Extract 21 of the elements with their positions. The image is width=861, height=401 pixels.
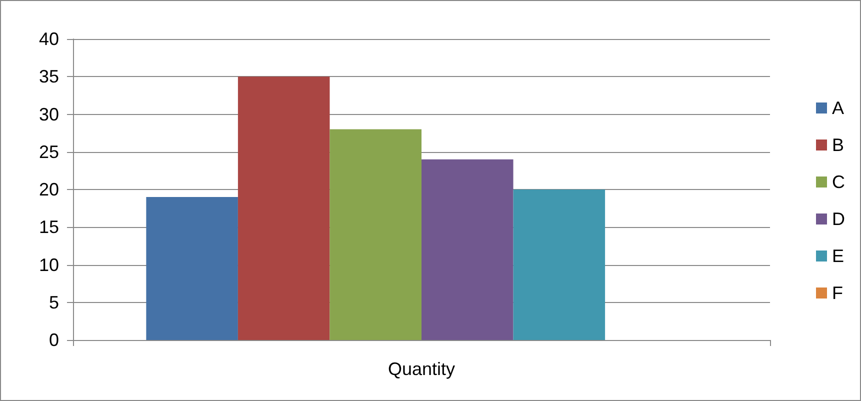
y-tick-label: 0 [48, 330, 59, 350]
bar [513, 190, 606, 340]
bar [330, 129, 422, 340]
bar [422, 159, 514, 340]
y-tick-label: 40 [38, 29, 59, 49]
legend-label: A [832, 98, 844, 118]
legend-label: F [832, 283, 843, 303]
y-tick-label: 10 [38, 254, 59, 275]
bar [146, 197, 238, 340]
y-tick-label: 30 [38, 104, 59, 124]
legend-label: E [832, 246, 844, 266]
y-tick-label: 20 [38, 180, 59, 200]
y-tick-label: 25 [38, 142, 59, 162]
legend-label: C [832, 172, 845, 192]
x-tick-label: Quantity [388, 359, 456, 379]
legend-label: B [832, 135, 844, 155]
y-tick-label: 15 [38, 217, 59, 238]
y-tick-label: 5 [48, 292, 59, 312]
y-tick-label: 35 [38, 66, 59, 87]
legend-label: D [832, 209, 845, 229]
bar [238, 76, 330, 340]
